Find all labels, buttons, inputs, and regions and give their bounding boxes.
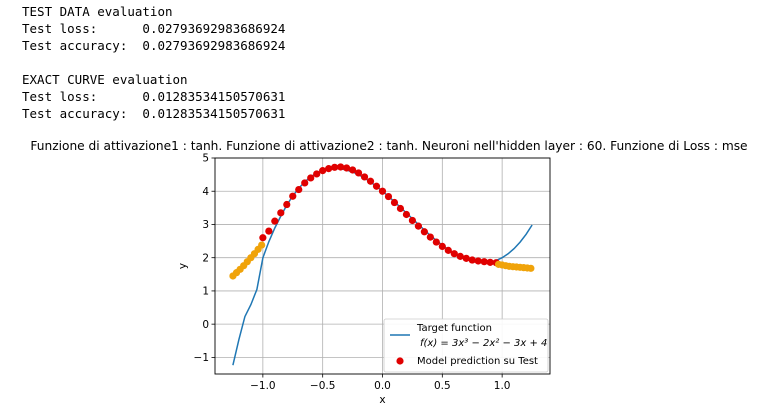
x-axis-label: x [379,394,385,406]
exact-loss-value: 0.01283534150570631 [142,89,286,104]
prediction-point [313,170,321,178]
prediction-point [265,227,273,235]
test-loss-value: 0.02793692983686924 [142,21,286,36]
prediction-point [354,169,363,177]
prediction-point [372,182,381,190]
prediction-point [444,246,452,254]
prediction-point [396,204,405,213]
x-tick-label: −1.0 [250,380,276,392]
prediction-point [474,257,482,265]
prediction-point [343,164,351,172]
prediction-point [289,192,297,200]
legend-box [383,318,549,373]
exact-accuracy-label: Test accuracy: [22,106,128,121]
prediction-point [384,192,393,201]
cell-output: TEST DATA evaluation Test loss: 0.027936… [22,3,285,122]
extrapolation-point [258,241,266,249]
prediction-point [319,167,327,175]
plot-title: Funzione di attivazione1 : tanh. Funzion… [30,139,748,153]
exact-loss-label: Test loss: [22,89,98,104]
y-tick-label: 3 [202,219,209,231]
prediction-point [426,233,434,241]
prediction-point [295,185,303,194]
legend: Target function f(x) = 3x³ − 2x² − 3x + … [383,318,549,373]
prediction-point [366,177,375,185]
exact-curve-header: EXACT CURVE evaluation [22,72,188,87]
prediction-point [307,174,315,182]
x-tick-label: 0.0 [374,380,391,392]
prediction-point [408,216,417,225]
prediction-point [450,250,458,258]
prediction-point [390,198,399,207]
legend-label-prediction: Model prediction su Test [417,356,538,367]
prediction-point [432,238,440,246]
y-tick-label: 2 [202,252,209,264]
test-accuracy-label: Test accuracy: [22,38,128,53]
y-axis-label: y [177,263,189,269]
prediction-point [462,254,470,262]
x-tick-label: −0.5 [310,380,336,392]
prediction-point [468,256,476,264]
exact-accuracy-value: 0.01283534150570631 [142,106,286,121]
prediction-point [438,242,446,250]
y-tick-label: 5 [202,153,209,165]
prediction-point [348,166,357,174]
prediction-point [283,200,291,209]
prediction-point [420,228,428,236]
test-accuracy-value: 0.02793692983686924 [142,38,286,53]
extrapolation-point [527,264,535,272]
prediction-point [486,258,494,266]
legend-dot-swatch [396,357,404,365]
prediction-point [331,163,339,171]
prediction-point [325,165,333,173]
legend-label-formula: f(x) = 3x³ − 2x² − 3x + 4 [420,338,547,349]
prediction-point [360,173,369,181]
x-tick-label: 1.0 [494,380,511,392]
chart: −1.0 −0.5 0.0 0.5 1.0 −1 0 1 2 3 4 5 x y Target fun… [177,153,551,406]
y-tick-label: 1 [202,286,209,298]
prediction-point [271,217,279,225]
x-tick-label: 0.5 [434,380,451,392]
prediction-point [456,252,464,260]
y-tick-label: −1 [194,352,209,364]
test-loss-label: Test loss: [22,21,98,36]
prediction-point [337,163,345,171]
prediction-point [277,209,285,217]
test-data-header: TEST DATA evaluation [22,4,173,19]
prediction-point [480,258,488,266]
prediction-point [301,179,309,187]
ticks: −1.0 −0.5 0.0 0.5 1.0 −1 0 1 2 3 4 5 [194,153,511,392]
legend-label-target: Target function [416,323,492,334]
y-tick-label: 4 [202,186,209,198]
prediction-point [378,187,387,195]
prediction-point [259,234,267,242]
prediction-point [414,222,422,230]
y-tick-label: 0 [202,319,209,331]
series-layer [229,163,535,366]
prediction-point [402,210,411,219]
